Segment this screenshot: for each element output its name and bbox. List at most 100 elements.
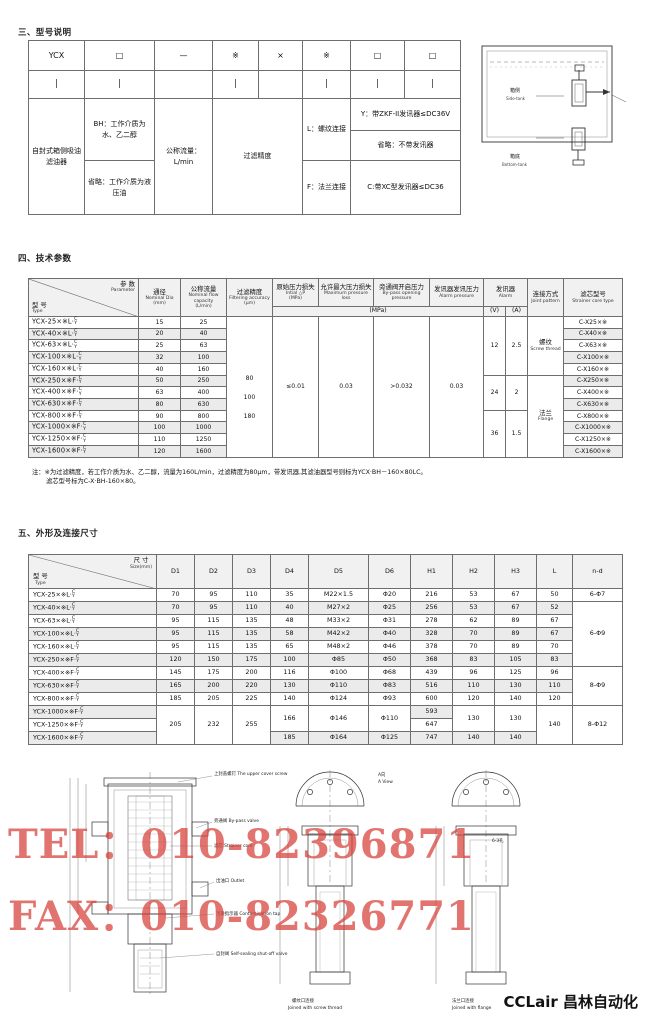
dim-d1-6: 145 bbox=[156, 666, 195, 680]
dim-d5-8: Φ124 bbox=[308, 692, 369, 706]
table-row: YCX-100×※L· C Y 95 115 135 58 M42×2 Φ40 32… bbox=[28, 627, 623, 641]
dim-corner-type-en: Type bbox=[35, 580, 46, 586]
dim-l-0: 50 bbox=[536, 588, 573, 602]
dim-d6-2: Φ31 bbox=[368, 614, 411, 628]
dim-l-3: 67 bbox=[536, 627, 573, 641]
dim-header-h2: H2 bbox=[452, 554, 495, 589]
dim-h2-5: 83 bbox=[452, 653, 495, 667]
model-desc-joint-flange: F：法兰连接 bbox=[302, 160, 351, 215]
dim-header-d6: D6 bbox=[368, 554, 411, 589]
param-header-joint: 连接方式 Joint pattern bbox=[527, 278, 565, 317]
dim-h1-9: 593 bbox=[410, 705, 453, 719]
dim-l-merged: 140 bbox=[536, 705, 573, 745]
dim-d4-5: 100 bbox=[270, 653, 309, 667]
dim-h1-2: 278 bbox=[410, 614, 453, 628]
dim-d1-merged: 205 bbox=[156, 705, 195, 745]
section-heading-params: 四、技术参数 bbox=[18, 254, 72, 264]
param-header-alarm-pressure: 发讯器发讯压力 Alarm pressure bbox=[429, 277, 484, 308]
dim-h2-1: 53 bbox=[452, 601, 495, 615]
param-body: YCX-25×※L· C Y 15 25 80 100 180 ≤0.01 0.03… bbox=[28, 316, 624, 458]
param-type-11: YCX-1600×※F· C Y bbox=[28, 444, 139, 458]
dim-d2-2: 115 bbox=[194, 614, 233, 628]
dim-d2-6: 175 bbox=[194, 666, 233, 680]
model-desc-alarm-y: Y：带ZKF-II发讯器≤DC36V bbox=[350, 98, 461, 131]
param-header-accuracy: 过滤精度 Filtering accuracy (μm) bbox=[226, 278, 273, 317]
dim-d5-5: Φ85 bbox=[308, 653, 369, 667]
param-corner-cell: 参 数 Parameter 型 号 Type bbox=[28, 278, 139, 317]
param-max-loss: 0.03 bbox=[318, 316, 374, 458]
dim-d6-1: Φ25 bbox=[368, 601, 411, 615]
drawing-label-3: 出油口 Outlet bbox=[216, 877, 244, 884]
param-header-row-2: (MPa) (V) (A) bbox=[29, 306, 623, 317]
model-connector-4 bbox=[258, 70, 303, 99]
param-dia-10: 110 bbox=[138, 433, 181, 446]
dim-header-row: 尺 寸 Size(mm) 型 号 Type D1 D2 D3 D4 D5 D6 bbox=[28, 554, 623, 589]
param-dia-6: 63 bbox=[138, 386, 181, 400]
drawing-label-7: 6-3孔 bbox=[492, 837, 504, 844]
dim-d2-7: 200 bbox=[194, 679, 233, 693]
dim-h3-4: 89 bbox=[494, 640, 537, 654]
dim-d2-0: 95 bbox=[194, 588, 233, 602]
dim-d4-3: 58 bbox=[270, 627, 309, 641]
param-core-0: C-X25×※ bbox=[563, 316, 624, 329]
dim-d3-8: 225 bbox=[232, 692, 271, 706]
param-flow-3: 100 bbox=[180, 351, 227, 364]
dim-h3-1: 67 bbox=[494, 601, 537, 615]
model-desc-alarm-omit: 省略：不带发讯器 bbox=[350, 130, 461, 161]
param-flow-9: 1000 bbox=[180, 421, 227, 435]
dim-d3-5: 175 bbox=[232, 653, 271, 667]
param-core-5: C-X250×※ bbox=[563, 374, 624, 388]
dim-d5-4: M48×2 bbox=[308, 640, 369, 654]
param-header-max-loss: 允许最大压力损失 Maximum pressure loss bbox=[318, 277, 374, 308]
model-desc-alarm-c: C:带XC型发讯器≤DC36 bbox=[350, 160, 461, 215]
dim-h2-4: 70 bbox=[452, 640, 495, 654]
model-symbol-6: □ bbox=[350, 40, 405, 71]
param-alarm-v-2: 36 bbox=[483, 409, 506, 458]
param-dia-7: 80 bbox=[138, 398, 181, 411]
dim-d3-1: 110 bbox=[232, 601, 271, 615]
param-flow-8: 800 bbox=[180, 409, 227, 423]
table-row: YCX-400×※F· C Y 145 175 200 116 Φ100 Φ68 4… bbox=[28, 666, 623, 706]
table-row: YCX-160×※L· C Y 95 115 135 65 M48×2 Φ46 37… bbox=[28, 640, 623, 654]
param-flow-10: 1250 bbox=[180, 433, 227, 446]
param-flow-4: 160 bbox=[180, 362, 227, 376]
section-heading-model: 三、型号说明 bbox=[18, 28, 72, 38]
dim-d1-0: 70 bbox=[156, 588, 195, 602]
dim-d6-7: Φ83 bbox=[368, 679, 411, 693]
dim-l-7: 110 bbox=[536, 679, 573, 693]
param-flow-0: 25 bbox=[180, 316, 227, 329]
param-header-bypass: 旁通阀开启压力 By-pass opening pressure bbox=[373, 277, 430, 308]
param-core-3: C-X100×※ bbox=[563, 351, 624, 364]
dim-header-d3: D3 bbox=[232, 554, 271, 589]
dim-header-d1: D1 bbox=[156, 554, 195, 589]
dim-h1-6: 439 bbox=[410, 666, 453, 680]
dim-type-5: YCX-250×※F· C Y bbox=[28, 653, 157, 667]
dim-d1-4: 95 bbox=[156, 640, 195, 654]
dim-type-4: YCX-160×※L· C Y bbox=[28, 640, 157, 654]
dim-d6-5: Φ50 bbox=[368, 653, 411, 667]
model-desc-medium-bh: BH：工作介质为水、乙二醇 bbox=[84, 98, 155, 161]
dim-l-1: 52 bbox=[536, 601, 573, 615]
tank-label-bottom-en: Bottom-tank bbox=[502, 162, 528, 167]
model-connector-6: | bbox=[350, 70, 405, 99]
dim-d4-8: 140 bbox=[270, 692, 309, 706]
dim-header-d2: D2 bbox=[194, 554, 233, 589]
dim-nd-2: 8-Φ9 bbox=[572, 666, 623, 706]
param-core-2: C-X63×※ bbox=[563, 339, 624, 353]
dim-d4-0: 35 bbox=[270, 588, 309, 602]
table-row: YCX-160×※L· C Y 40 160 C-X160×※ bbox=[28, 362, 624, 376]
param-dia-8: 90 bbox=[138, 409, 181, 423]
table-row: YCX-25×※L· C Y 70 95 110 35 M22×1.5 Φ20 21… bbox=[28, 588, 623, 602]
model-designation-table: YCX □ — ※ × ※ □ □ | | | | | | bbox=[28, 40, 461, 215]
param-header-alarm: 发讯器 Alarm bbox=[482, 277, 529, 308]
param-type-5: YCX-250×※F· C Y bbox=[28, 374, 139, 388]
dim-h1-11: 747 bbox=[410, 731, 453, 745]
param-flow-2: 63 bbox=[180, 339, 227, 353]
note-line-1: 注：※为过滤精度，若工作介质为水、乙二醇，流量为160L/min，过滤精度为80… bbox=[32, 469, 427, 476]
param-type-10: YCX-1250×※F· C Y bbox=[28, 433, 139, 446]
dim-h1-7: 516 bbox=[410, 679, 453, 693]
dim-d1-3: 95 bbox=[156, 627, 195, 641]
dim-corner-size-en: Size(mm) bbox=[130, 564, 152, 570]
param-core-8: C-X800×※ bbox=[563, 409, 624, 423]
param-bypass: >0.032 bbox=[373, 316, 430, 458]
